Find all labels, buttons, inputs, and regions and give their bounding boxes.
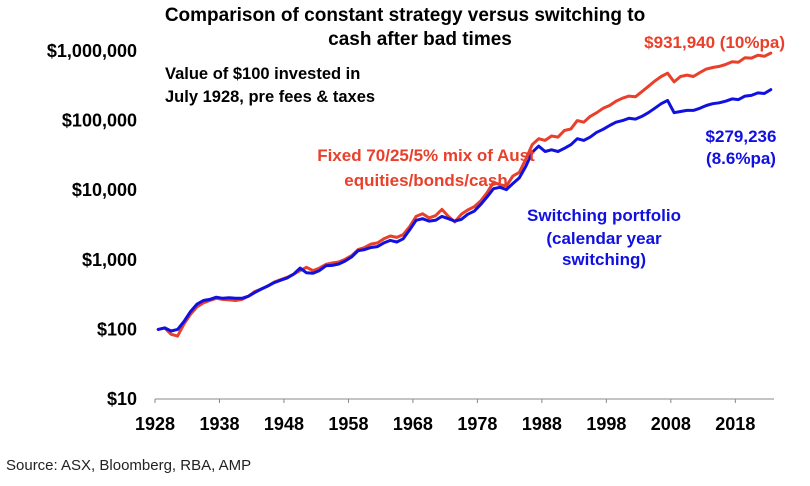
chart-title-line: Comparison of constant strategy versus s…	[165, 5, 645, 26]
y-tick-label: $10,000	[72, 180, 137, 200]
chart-subtitle-line: July 1928, pre fees & taxes	[165, 88, 375, 106]
series-label-fixed-mix: Fixed 70/25/5% mix of Aust	[317, 146, 535, 165]
series-label-switching: switching)	[562, 250, 646, 269]
y-tick-label: $1,000	[82, 250, 137, 270]
chart-subtitle: Value of $100 invested in July 1928, pre …	[165, 65, 375, 106]
x-tick-label: 1928	[135, 414, 175, 434]
y-tick-label: $100	[97, 319, 137, 339]
chart-title: Comparison of constant strategy versus s…	[165, 5, 645, 50]
x-tick-label: 1948	[264, 414, 304, 434]
y-axis-ticks: $10 $100 $1,000 $10,000 $100,000 $1,000,000	[47, 41, 137, 409]
chart: Comparison of constant strategy versus s…	[47, 5, 785, 434]
series-lines	[156, 51, 773, 338]
chart-title-line: cash after bad times	[328, 29, 512, 50]
x-tick-label: 1998	[586, 414, 626, 434]
x-tick-label: 1958	[328, 414, 368, 434]
x-tick-label: 1938	[199, 414, 239, 434]
x-tick-label: 1988	[522, 414, 562, 434]
y-tick-label: $1,000,000	[47, 41, 137, 61]
x-tick-label: 2008	[651, 414, 691, 434]
x-axis-ticks: 1928 1938 1948 1958 1968 1978 1988 1998 2008 2018	[135, 399, 755, 434]
series-label-fixed-mix: equities/bonds/cash	[344, 171, 507, 190]
series-label-switching: (calendar year	[546, 229, 662, 248]
source-note: Source: ASX, Bloomberg, RBA, AMP	[6, 457, 252, 474]
x-tick-label: 2018	[715, 414, 755, 434]
series-labels: Fixed 70/25/5% mix of Aust equities/bonds…	[317, 33, 785, 269]
x-tick-label: 1978	[457, 414, 497, 434]
x-tick-label: 1968	[393, 414, 433, 434]
series-line-switching	[156, 88, 773, 333]
y-tick-label: $100,000	[62, 111, 137, 131]
chart-subtitle-line: Value of $100 invested in	[165, 65, 360, 83]
y-tick-label: $10	[107, 389, 137, 409]
end-value-switching: (8.6%pa)	[706, 149, 776, 168]
end-value-fixed-mix: $931,940 (10%pa)	[644, 33, 785, 52]
series-label-switching: Switching portfolio	[527, 206, 681, 225]
end-value-switching: $279,236	[706, 127, 777, 146]
